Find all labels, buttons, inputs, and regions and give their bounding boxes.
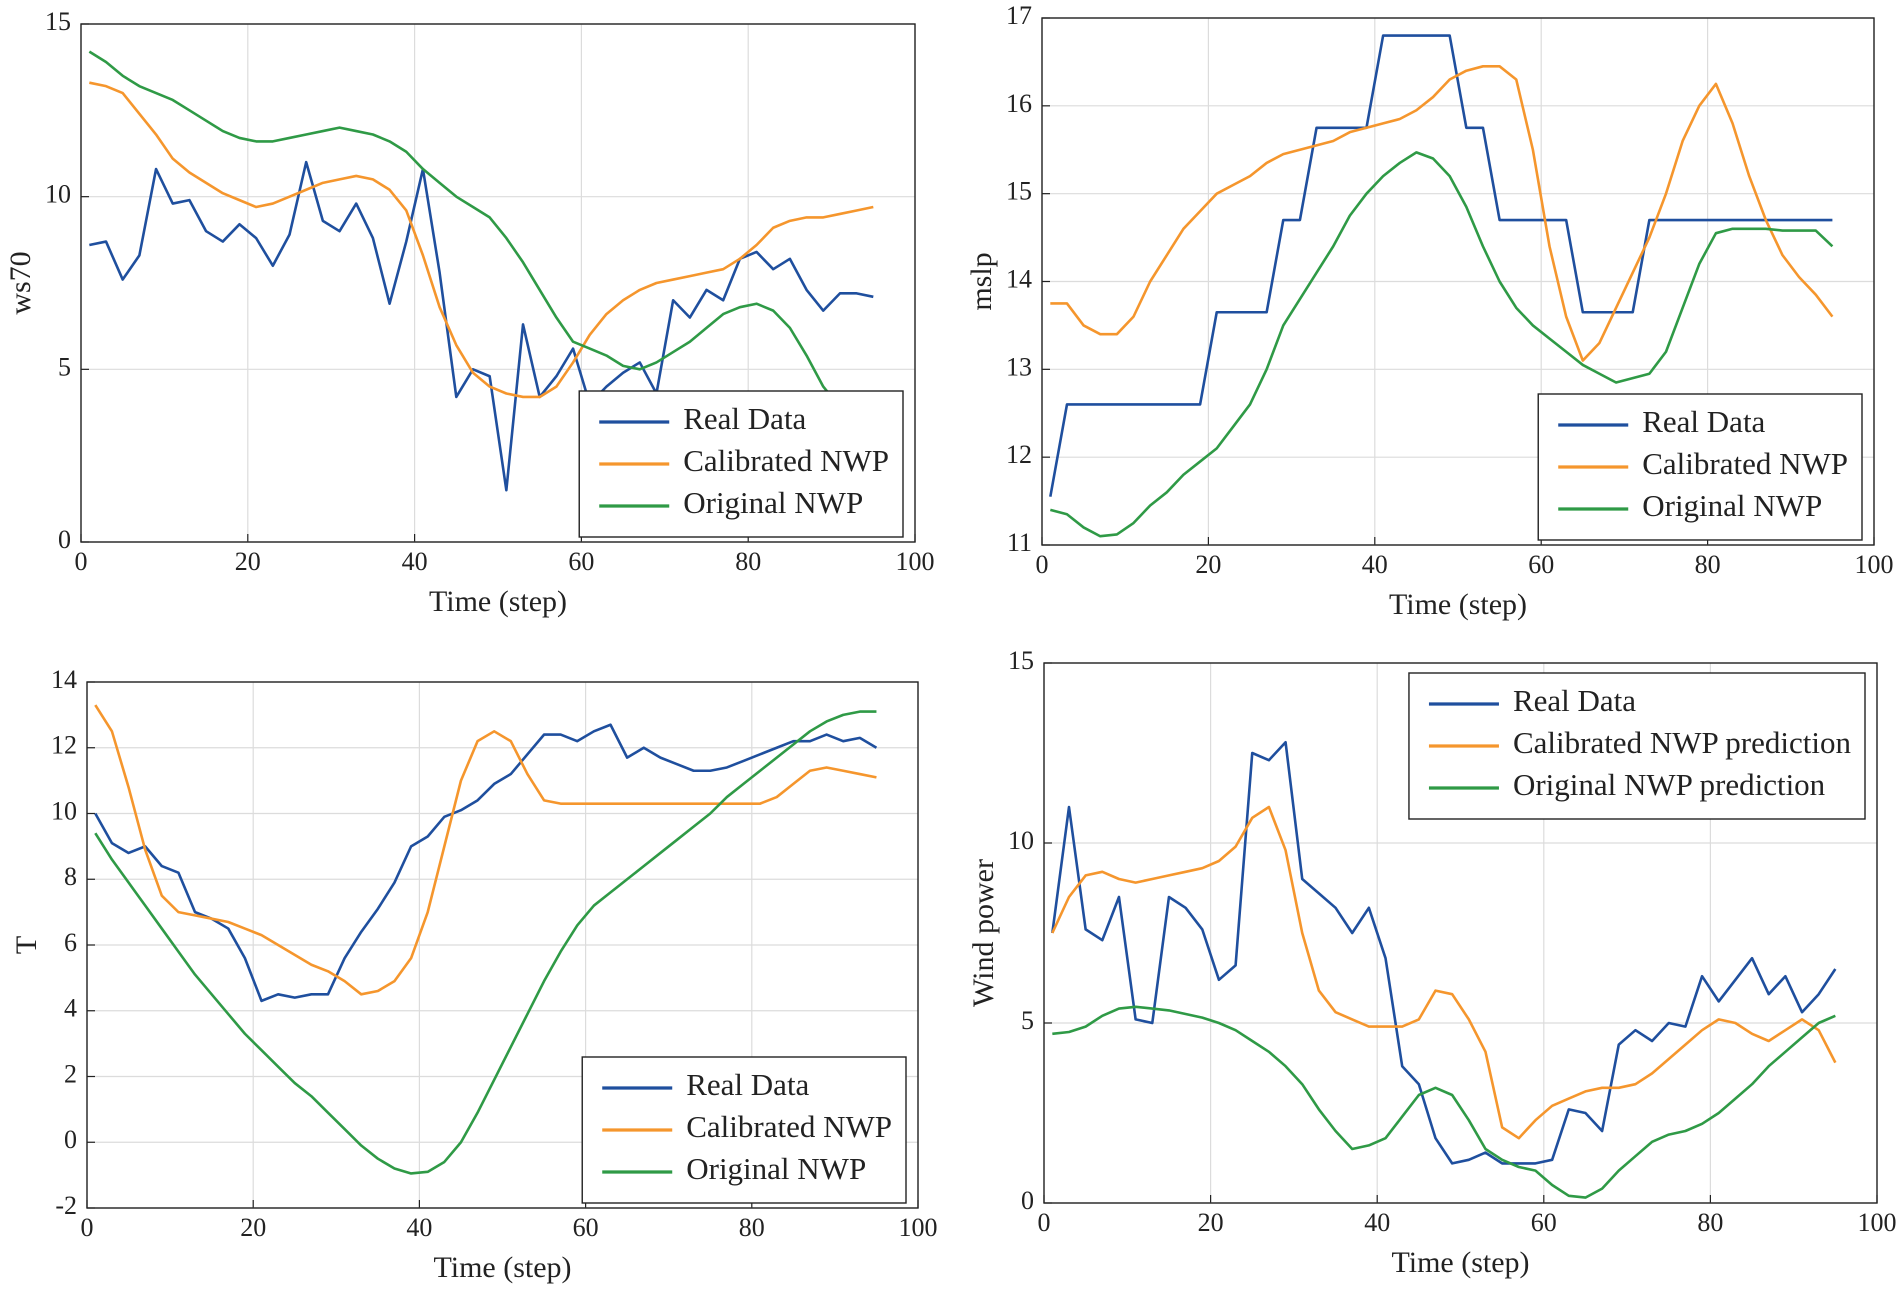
y-axis-label: T — [10, 936, 43, 954]
y-axis-label: ws70 — [4, 251, 37, 314]
y-tick-label: 10 — [45, 180, 71, 209]
axes-box — [80, 23, 916, 543]
y-axis-label: Wind power — [967, 859, 1000, 1007]
x-axis-label: Time (step) — [1389, 588, 1527, 621]
data-line — [94, 723, 878, 1003]
legend-label: Real Data — [686, 1067, 809, 1102]
y-axis-label: mslp — [965, 252, 998, 310]
x-tick-label: 100 — [1855, 550, 1894, 579]
legend-label: Calibrated NWP prediction — [1513, 725, 1852, 760]
x-axis-label: Time (step) — [1391, 1246, 1529, 1279]
data-line — [1052, 1005, 1836, 1199]
x-tick-label: 60 — [1531, 1208, 1557, 1237]
data-line — [1051, 740, 1837, 1165]
y-tick-label: 14 — [51, 665, 77, 694]
y-tick-label: 12 — [51, 731, 77, 760]
data-line — [1051, 805, 1837, 1140]
x-tick-label: 40 — [1364, 1208, 1390, 1237]
y-tick-label: 13 — [1006, 352, 1032, 381]
y-tick-label: 14 — [1006, 264, 1032, 293]
x-tick-label: 100 — [896, 547, 935, 576]
x-tick-label: 0 — [1038, 1208, 1051, 1237]
y-tick-label: 2 — [64, 1059, 77, 1088]
x-tick-label: 0 — [81, 1213, 94, 1242]
legend-label: Original NWP prediction — [1513, 767, 1826, 802]
x-tick-label: 60 — [1528, 550, 1554, 579]
data-line — [94, 704, 877, 996]
y-tick-label: 6 — [64, 928, 77, 957]
x-tick-label: 80 — [1695, 550, 1721, 579]
x-tick-label: 20 — [1198, 1208, 1224, 1237]
x-tick-label: 60 — [568, 547, 594, 576]
data-line — [1049, 151, 1834, 538]
x-tick-label: 60 — [573, 1213, 599, 1242]
y-tick-label: 0 — [64, 1125, 77, 1154]
y-tick-label: 17 — [1006, 1, 1032, 30]
y-tick-label: 12 — [1006, 440, 1032, 469]
y-tick-label: 11 — [1007, 528, 1032, 557]
legend-label: Original NWP — [1642, 488, 1822, 523]
legend: Real Data Calibrated NWP Original NWP — [578, 390, 904, 538]
legend-label: Calibrated NWP — [686, 1109, 892, 1144]
subplot: 0 20 40 60 80 100 0 5 10 15 Time (step) Wind power R… — [967, 646, 1897, 1279]
axes-box — [1041, 17, 1875, 546]
y-tick-label: 10 — [51, 796, 77, 825]
legend-label: Real Data — [683, 401, 806, 436]
subplot: 0 20 40 60 80 100 11 12 13 14 15 16 17 Time (step) msl… — [965, 1, 1894, 621]
subplot: 0 20 40 60 80 100 0 5 10 15 Time (step) ws70 Real Da… — [4, 7, 935, 618]
y-tick-label: 15 — [45, 7, 71, 36]
x-tick-label: 0 — [1036, 550, 1049, 579]
x-tick-label: 80 — [1697, 1208, 1723, 1237]
x-tick-label: 0 — [75, 547, 88, 576]
y-tick-label: 5 — [58, 352, 71, 381]
data-line — [1049, 34, 1833, 497]
x-tick-label: 100 — [1858, 1208, 1897, 1237]
axes-box — [1043, 662, 1878, 1204]
x-tick-label: 20 — [240, 1213, 266, 1242]
y-tick-label: 0 — [58, 525, 71, 554]
x-tick-label: 80 — [735, 547, 761, 576]
legend-label: Calibrated NWP — [683, 443, 889, 478]
x-tick-label: 40 — [406, 1213, 432, 1242]
legend-label: Real Data — [1642, 404, 1765, 439]
y-tick-label: 8 — [64, 862, 77, 891]
x-axis-label: Time (step) — [433, 1251, 571, 1284]
data-line — [94, 710, 877, 1175]
legend: Real Data Calibrated NWP Original NWP — [581, 1056, 907, 1204]
x-tick-label: 100 — [899, 1213, 938, 1242]
y-tick-label: 15 — [1008, 646, 1034, 675]
y-tick-label: 10 — [1008, 826, 1034, 855]
y-tick-label: 4 — [64, 994, 77, 1023]
axes-box — [86, 681, 919, 1209]
x-tick-label: 20 — [1195, 550, 1221, 579]
legend-label: Calibrated NWP — [1642, 446, 1848, 481]
legend-label: Original NWP — [686, 1151, 866, 1186]
x-tick-label: 80 — [739, 1213, 765, 1242]
legend-label: Real Data — [1513, 683, 1636, 718]
y-tick-label: -2 — [55, 1191, 77, 1220]
legend: Real Data Calibrated NWP Original NWP — [1537, 393, 1863, 541]
data-line — [1050, 65, 1834, 362]
data-line — [88, 50, 875, 440]
x-tick-label: 40 — [402, 547, 428, 576]
y-tick-label: 16 — [1006, 89, 1032, 118]
data-line — [89, 81, 874, 399]
legend-label: Original NWP — [683, 485, 863, 520]
x-tick-label: 40 — [1362, 550, 1388, 579]
y-tick-label: 15 — [1006, 177, 1032, 206]
x-axis-label: Time (step) — [429, 585, 567, 618]
y-tick-label: 0 — [1021, 1186, 1034, 1215]
legend: Real Data Calibrated NWP prediction Origin… — [1408, 672, 1866, 820]
x-tick-label: 20 — [235, 547, 261, 576]
y-tick-label: 5 — [1021, 1006, 1034, 1035]
